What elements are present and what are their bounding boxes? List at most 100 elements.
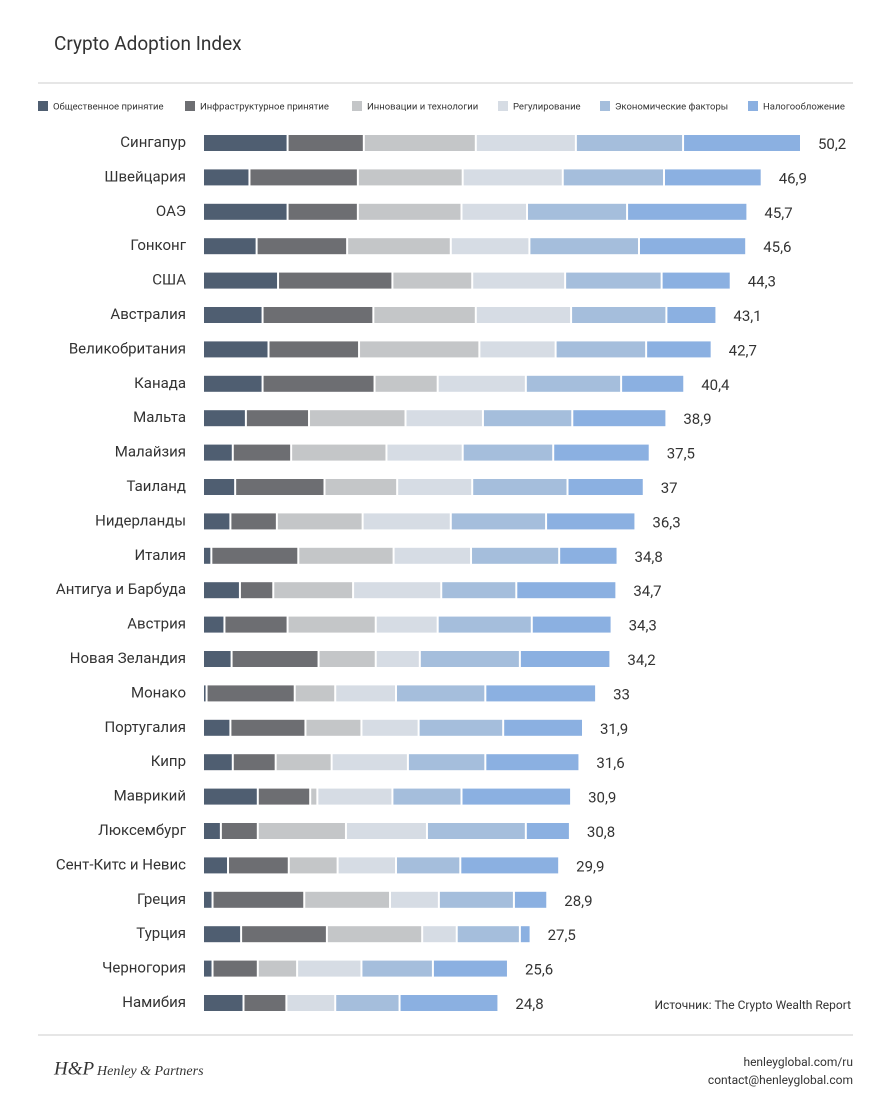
bar-segment [438, 375, 525, 392]
bar-segment [258, 823, 345, 839]
bar-segment [258, 788, 310, 805]
total-label: 34,8 [635, 548, 663, 566]
bar-segment [354, 582, 441, 599]
bar-segment [665, 169, 761, 186]
total-label: 40,4 [701, 376, 730, 394]
bar-segment [299, 547, 393, 564]
bar-segment [639, 238, 746, 255]
y-tick-label: Греция [137, 890, 186, 908]
bar-segment [486, 685, 596, 702]
bar-segment [305, 891, 390, 908]
bar-segment [554, 444, 649, 461]
bar-segment [244, 995, 286, 1011]
bar-segment [204, 788, 257, 805]
bar-segment [393, 272, 472, 289]
y-tick-label: Новая Зеландия [70, 649, 186, 667]
bar-segment [438, 616, 531, 633]
bar-segment [563, 169, 664, 186]
total-label: 34,3 [629, 617, 657, 635]
bar-segment [213, 891, 304, 908]
bar-segment [526, 823, 569, 839]
bar-segment [387, 444, 462, 461]
bar-segment [573, 410, 666, 427]
bar-segment [662, 272, 730, 289]
total-label: 29,9 [576, 857, 604, 875]
total-label: 28,9 [564, 892, 592, 910]
bar-segment [419, 719, 503, 736]
bar-segment [311, 788, 317, 805]
y-tick-label: Маврикий [114, 787, 186, 805]
bar-segment [394, 547, 471, 564]
bar-segment [348, 238, 450, 255]
total-label: 38,9 [683, 410, 711, 428]
total-label: 31,6 [596, 754, 624, 772]
bar-segment [486, 754, 579, 771]
bar-segment [204, 685, 206, 702]
bar-segment [204, 547, 211, 564]
bar-segment [204, 203, 287, 220]
total-label: 44,3 [748, 273, 776, 291]
bar-segment [514, 891, 547, 908]
bar-segment [204, 513, 230, 530]
total-label: 37 [661, 479, 678, 497]
y-tick-label: Швейцария [104, 167, 186, 185]
bar-segment [204, 926, 241, 943]
bar-segment [520, 651, 610, 667]
total-label: 30,9 [588, 789, 616, 807]
bar-segment [628, 203, 747, 220]
bar-segment [647, 341, 711, 358]
y-tick-label: США [152, 271, 186, 289]
bar-segment [517, 582, 616, 599]
bar-segment [461, 857, 559, 874]
bar-segment [242, 926, 326, 943]
bar-segment [362, 719, 418, 736]
bar-segment [393, 788, 461, 805]
bar-segment [406, 410, 482, 427]
total-label: 34,2 [627, 651, 655, 669]
bar-segment [246, 410, 309, 427]
bar-segment [532, 616, 611, 633]
bar-segment [204, 272, 278, 289]
total-label: 24,8 [515, 995, 543, 1013]
total-label: 45,7 [764, 204, 792, 222]
bar-segment [240, 582, 273, 599]
y-tick-label: ОАЭ [156, 202, 186, 220]
bar-segment [572, 307, 666, 323]
bar-segment [225, 616, 287, 633]
bar-segment [276, 754, 331, 771]
bar-segment [306, 719, 361, 736]
y-tick-label: Португалия [104, 718, 186, 736]
bar-segment [287, 995, 335, 1011]
bar-segment [346, 823, 426, 839]
legend-swatch [352, 101, 362, 111]
bar-segment [363, 513, 450, 530]
legend-swatch [185, 101, 195, 111]
bar-segment [622, 375, 684, 392]
y-tick-label: Великобритания [69, 339, 186, 357]
bar-segment [310, 410, 405, 427]
bar-segment [204, 754, 232, 771]
link[interactable]: henleyglobal.com/ru [743, 1055, 853, 1069]
y-tick-label: Италия [134, 546, 186, 564]
bar-segment [298, 960, 361, 977]
bar-segment [473, 272, 565, 289]
bar-segment [204, 616, 224, 633]
bar-segment [288, 203, 357, 220]
bar-segment [433, 960, 507, 977]
bar-segment [396, 857, 460, 874]
legend-swatch [38, 101, 48, 111]
bar-segment [376, 651, 419, 667]
y-tick-label: Антигуа и Барбуда [56, 580, 186, 598]
bar-segment [423, 926, 456, 943]
bar-segment [204, 960, 212, 977]
bar-segment [231, 719, 305, 736]
y-tick-label: Сингапур [120, 133, 186, 151]
bar-segment [269, 341, 359, 358]
bar-segment [277, 513, 362, 530]
bar-segment [556, 341, 646, 358]
bar-segment [204, 891, 212, 908]
total-label: 25,6 [525, 961, 553, 979]
bar-segment [360, 341, 479, 358]
link[interactable]: contact@henleyglobal.com [708, 1073, 853, 1087]
